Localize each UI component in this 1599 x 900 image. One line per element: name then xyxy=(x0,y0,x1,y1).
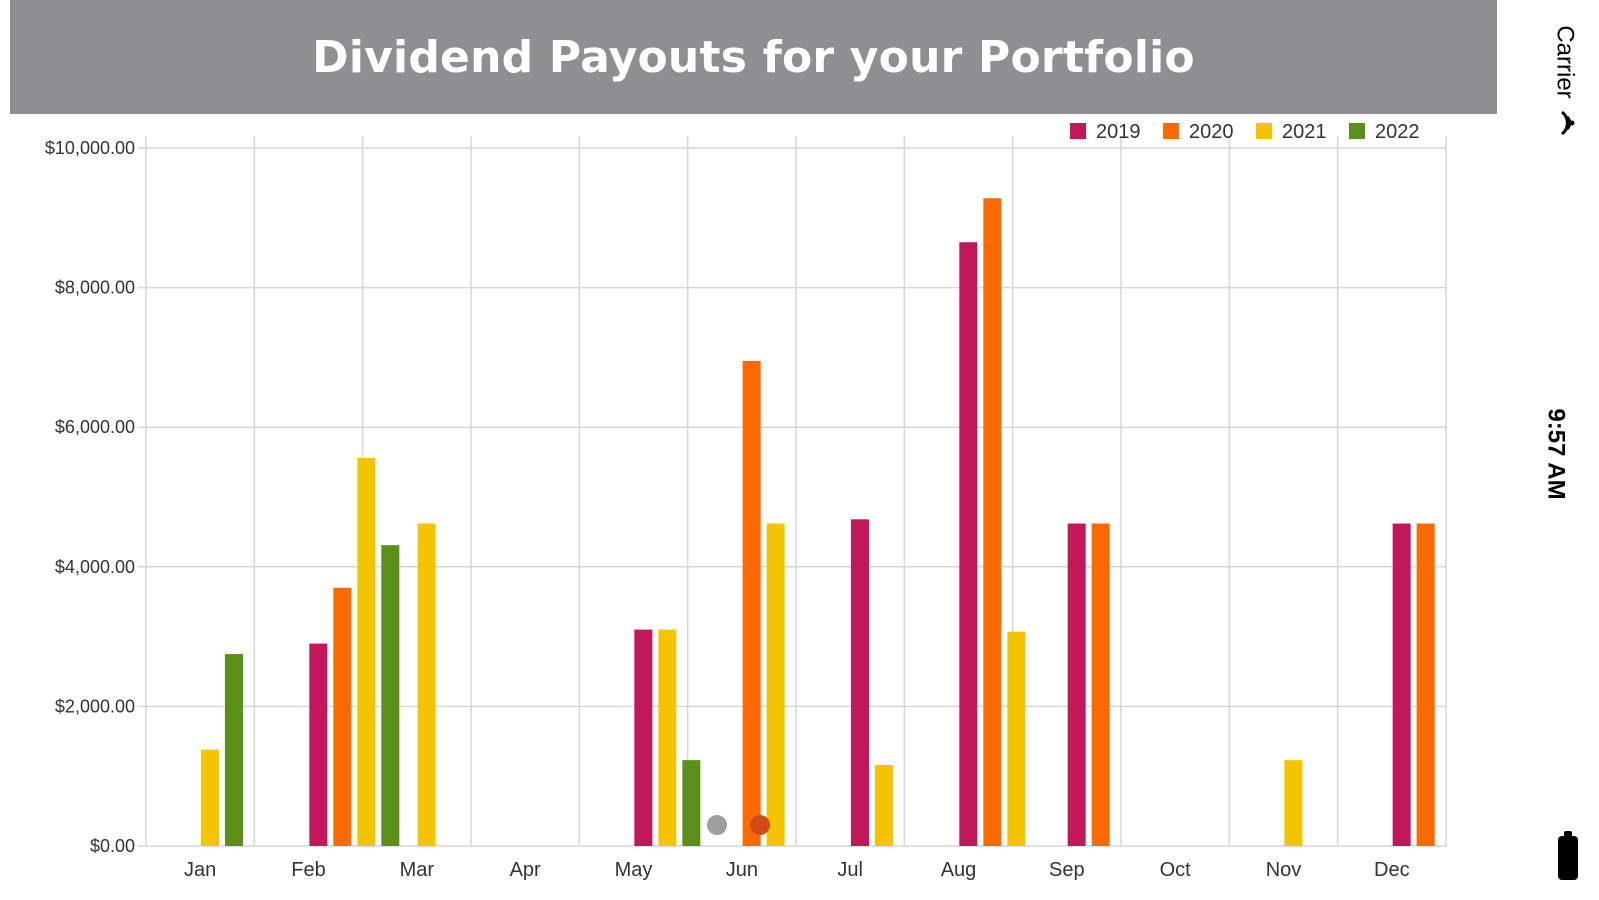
chart-title: Dividend Payouts for your Portfolio xyxy=(312,31,1195,83)
bar-2021-Nov xyxy=(1284,760,1303,846)
x-tick-label: Jul xyxy=(837,859,863,881)
bar-2019-Feb xyxy=(309,643,328,846)
battery-icon xyxy=(1558,831,1578,880)
bar-2020-Sep xyxy=(1091,523,1110,846)
x-tick-label: Sep xyxy=(1049,859,1085,881)
x-tick-label: Jun xyxy=(726,859,758,881)
bar-2021-Mar xyxy=(417,523,436,846)
y-tick-label: $10,000.00 xyxy=(45,138,135,158)
bar-2020-Feb xyxy=(333,587,352,846)
x-tick-label: Apr xyxy=(510,859,541,881)
legend-swatch-2020 xyxy=(1163,123,1179,139)
x-tick-label: Dec xyxy=(1374,859,1410,881)
status-bar: Carrier 9:57 AM xyxy=(1538,0,1599,900)
y-tick-label: $8,000.00 xyxy=(55,278,135,298)
bar-2019-Aug xyxy=(959,242,978,847)
y-tick-label: $2,000.00 xyxy=(55,696,135,716)
y-tick-label: $0.00 xyxy=(90,836,135,856)
legend-label-2022: 2022 xyxy=(1375,121,1420,143)
y-tick-label: $4,000.00 xyxy=(55,557,135,577)
bar-2021-Aug xyxy=(1007,631,1026,846)
bar-2020-Aug xyxy=(983,198,1002,847)
bar-2022-Jan xyxy=(225,654,243,846)
x-tick-label: Nov xyxy=(1266,859,1302,881)
bar-2021-Feb xyxy=(357,457,376,846)
x-tick-label: Oct xyxy=(1160,859,1192,881)
wifi-icon xyxy=(1560,110,1575,136)
carrier-label: Carrier xyxy=(1551,25,1579,99)
legend-swatch-2022 xyxy=(1349,123,1365,139)
bar-2020-Dec xyxy=(1416,523,1435,846)
x-tick-label: May xyxy=(615,859,653,881)
page-dot-gray xyxy=(707,815,727,835)
y-tick-label: $6,000.00 xyxy=(55,417,135,437)
bar-2021-Jun xyxy=(766,523,785,846)
bar-2019-Dec xyxy=(1392,523,1411,846)
legend-swatch-2021 xyxy=(1256,123,1272,139)
legend-label-2020: 2020 xyxy=(1189,121,1234,143)
bar-2021-Jul xyxy=(875,765,893,846)
bar-2019-Sep xyxy=(1067,523,1086,846)
x-tick-label: Mar xyxy=(400,859,435,881)
status-time: 9:57 AM xyxy=(1542,408,1570,500)
bar-2021-May xyxy=(658,629,677,846)
page-dot-red xyxy=(750,815,770,835)
bar-2019-May xyxy=(634,629,653,846)
x-tick-label: Jan xyxy=(184,859,216,881)
bar-2021-Jan xyxy=(201,749,219,846)
bar-2022-May xyxy=(682,760,701,846)
legend-label-2021: 2021 xyxy=(1282,121,1327,143)
bar-2019-Jul xyxy=(851,519,869,846)
bar-2022-Feb xyxy=(381,545,400,846)
bar-2020-Jun xyxy=(742,360,761,846)
x-tick-label: Feb xyxy=(291,859,325,881)
x-tick-label: Aug xyxy=(941,859,977,881)
legend-label-2019: 2019 xyxy=(1096,121,1141,143)
legend-swatch-2019 xyxy=(1070,123,1086,139)
title-bar: Dividend Payouts for your Portfolio xyxy=(10,0,1497,114)
dividend-bar-chart: $0.00 $2,000.00 $4,000.00 $6,000.00 $8,000.0… xyxy=(45,121,1447,881)
